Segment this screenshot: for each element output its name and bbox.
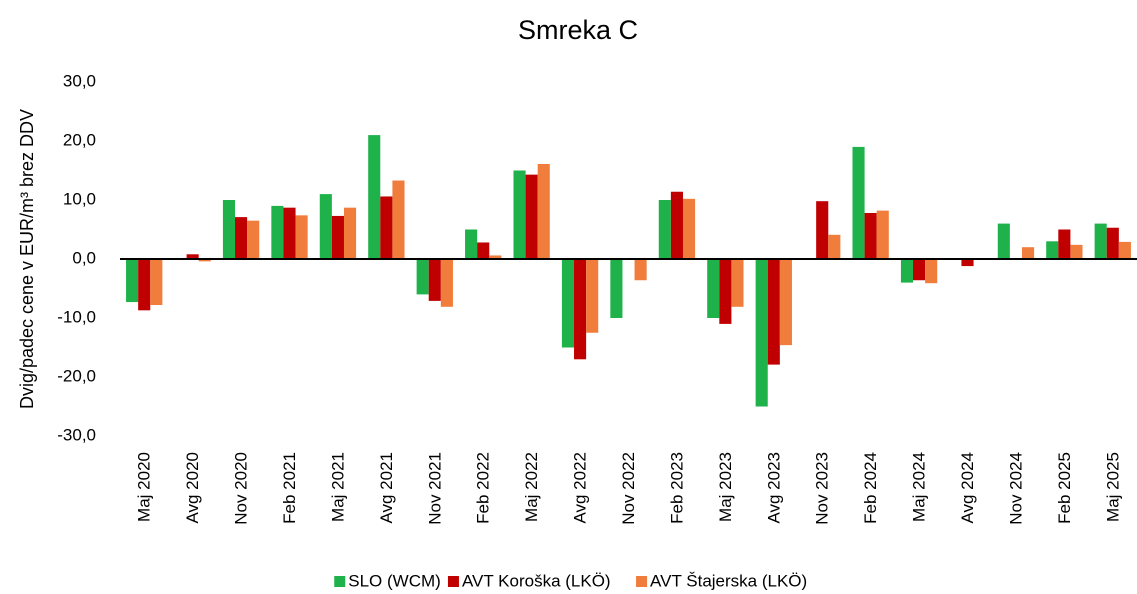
x-tick-label: Feb 2021	[280, 452, 299, 524]
bar	[913, 259, 926, 281]
bar	[658, 200, 671, 259]
bar	[247, 220, 260, 259]
x-tick-label: Maj 2020	[135, 452, 154, 522]
bar	[138, 259, 151, 311]
bar	[416, 259, 429, 295]
bar	[368, 135, 381, 259]
bar	[392, 180, 405, 259]
x-tick-label: Maj 2023	[716, 452, 735, 522]
bar	[755, 259, 768, 407]
x-tick-label: Maj 2022	[522, 452, 541, 522]
bar	[707, 259, 720, 318]
bar	[198, 259, 211, 262]
bar	[1118, 241, 1131, 259]
x-tick-label: Avg 2021	[377, 452, 396, 524]
bar	[719, 259, 732, 324]
bar	[513, 170, 526, 259]
bar	[1058, 229, 1071, 259]
bar	[150, 259, 163, 306]
x-tick-label: Nov 2022	[619, 452, 638, 525]
bar	[380, 196, 393, 259]
x-tick-label: Nov 2020	[232, 452, 251, 525]
x-tick-label: Avg 2020	[183, 452, 202, 524]
chart-title: Smreka C	[518, 15, 638, 45]
x-tick-label: Avg 2023	[764, 452, 783, 524]
x-tick-label: Feb 2022	[474, 452, 493, 524]
bar	[816, 201, 829, 259]
bar	[634, 259, 647, 281]
y-tick-label: 30,0	[63, 71, 96, 90]
x-tick-label: Maj 2025	[1103, 452, 1122, 522]
legend-swatch	[636, 576, 648, 587]
bar	[828, 234, 841, 259]
bar	[477, 242, 490, 259]
legend-swatch	[447, 576, 459, 587]
legend-swatch	[334, 576, 346, 587]
bar	[1094, 223, 1107, 259]
x-tick-label: Nov 2024	[1006, 452, 1025, 525]
x-tick-label: Nov 2021	[425, 452, 444, 525]
bar	[852, 146, 865, 259]
bar	[1046, 241, 1059, 259]
y-tick-label: 10,0	[63, 189, 96, 208]
bar	[283, 207, 296, 259]
bar	[295, 215, 308, 259]
legend-label: AVT Štajerska (LKÖ)	[650, 571, 807, 590]
x-tick-label: Maj 2021	[328, 452, 347, 522]
bar	[235, 217, 248, 259]
x-tick-label: Feb 2023	[667, 452, 686, 524]
bar	[222, 200, 236, 259]
y-tick-label: 20,0	[63, 130, 96, 149]
bar	[319, 194, 332, 259]
bar	[876, 210, 889, 259]
x-tick-label: Feb 2025	[1055, 452, 1074, 524]
x-tick-label: Nov 2023	[813, 452, 832, 525]
y-axis-label: Dvig/padec cene v EUR/m³ brez DDV	[17, 109, 37, 409]
bar	[525, 174, 538, 259]
y-tick-label: -30,0	[57, 425, 96, 444]
bar	[331, 215, 344, 259]
bar	[428, 259, 441, 301]
bar	[610, 259, 623, 318]
bar	[537, 164, 550, 259]
x-tick-label: Maj 2024	[910, 452, 929, 522]
bar	[186, 254, 199, 259]
bar	[271, 205, 284, 259]
x-tick-label: Avg 2022	[571, 452, 590, 524]
bar	[561, 259, 575, 348]
legend-label: AVT Koroška (LKÖ)	[462, 571, 611, 590]
legend-label: SLO (WCM)	[348, 571, 441, 590]
bar	[574, 259, 587, 360]
bar	[670, 191, 683, 259]
bar	[731, 259, 744, 307]
bar	[1021, 247, 1035, 259]
bar	[961, 259, 974, 267]
y-tick-label: 0,0	[72, 248, 96, 267]
bar	[682, 198, 696, 259]
bar	[779, 259, 792, 346]
bar	[126, 259, 139, 303]
bar	[489, 255, 502, 259]
bar	[900, 259, 914, 283]
x-tick-label: Feb 2024	[861, 452, 880, 524]
bar	[1070, 244, 1083, 259]
bar	[440, 259, 453, 307]
bar	[925, 259, 938, 284]
bar	[1106, 227, 1119, 259]
x-tick-label: Avg 2024	[958, 452, 977, 524]
bar	[586, 259, 599, 333]
bar	[767, 259, 780, 365]
y-tick-label: -20,0	[57, 366, 96, 385]
y-tick-label: -10,0	[57, 307, 96, 326]
bar	[997, 223, 1010, 259]
bar	[864, 212, 877, 259]
bar	[343, 207, 357, 259]
bar	[465, 229, 478, 259]
